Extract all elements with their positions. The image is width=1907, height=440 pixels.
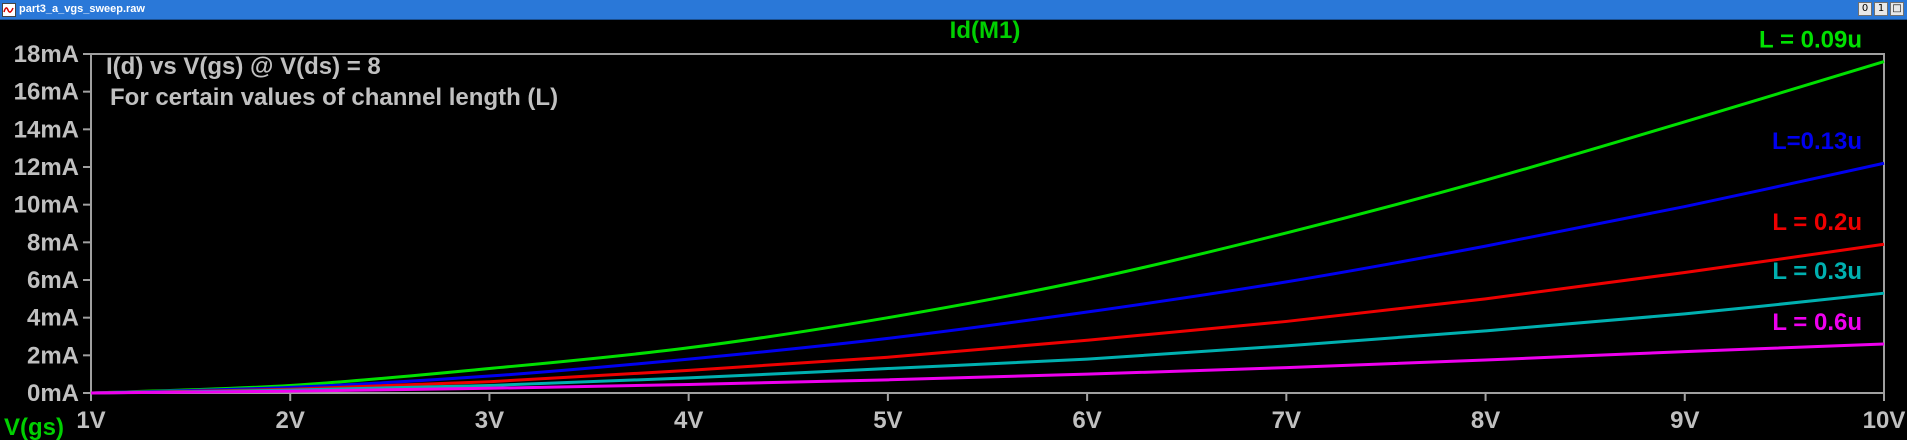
y-tick-label: 4mA [27, 305, 79, 332]
maximize-button[interactable]: □ [1890, 2, 1904, 16]
minimize-button[interactable]: 0 [1858, 2, 1872, 16]
x-tick-label: 2V [276, 407, 305, 434]
plot-frame [90, 53, 1885, 394]
y-tick-label: 18mA [14, 41, 79, 68]
window-controls: 0 1 □ [1858, 2, 1904, 16]
y-tick-label: 14mA [14, 116, 79, 143]
x-tick-label: 1V [76, 407, 105, 434]
annotation-line-1: I(d) vs V(gs) @ V(ds) = 8 [106, 53, 381, 80]
y-tick-label: 8mA [27, 229, 79, 256]
x-tick-label: 5V [873, 407, 902, 434]
series-line [90, 342, 1885, 395]
series-label: L=0.13u [1772, 128, 1862, 155]
x-axis-label: V(gs) [4, 414, 64, 440]
series-label: L = 0.09u [1759, 27, 1862, 54]
x-tick-label: 7V [1272, 407, 1301, 434]
x-tick-label: 8V [1471, 407, 1500, 434]
series-lines [90, 60, 1885, 395]
series-label: L = 0.6u [1772, 309, 1862, 336]
y-tick-label: 6mA [27, 267, 79, 294]
x-tick-label: 4V [674, 407, 703, 434]
axes: 1V 2V 3V 4V 5V 6V 7V 8V 9V 10V 0mA 2mA 4mA 6mA 8mA 10mA… [14, 41, 1906, 434]
series-line [90, 161, 1885, 395]
series-label: L = 0.3u [1772, 258, 1862, 285]
series-labels: L = 0.09u L=0.13u L = 0.2u L = 0.3u L = 0.6u [1759, 27, 1862, 336]
restore-button[interactable]: 1 [1874, 2, 1888, 16]
series-line [90, 60, 1885, 395]
annotation-line-2: For certain values of channel length (L) [110, 84, 558, 111]
window-title: part3_a_vgs_sweep.raw [19, 3, 145, 15]
x-tick-label: 3V [475, 407, 504, 434]
series-line [90, 291, 1885, 395]
y-tick-label: 16mA [14, 79, 79, 106]
x-tick-label: 9V [1670, 407, 1699, 434]
series-label: L = 0.2u [1772, 209, 1862, 236]
series-line [90, 242, 1885, 395]
y-tick-label: 0mA [27, 380, 79, 407]
y-tick-label: 2mA [27, 342, 79, 369]
x-tick-label: 6V [1072, 407, 1101, 434]
waveform-app-icon [2, 3, 16, 17]
plot-background [0, 20, 1907, 440]
y-tick-label: 12mA [14, 154, 79, 181]
chart-title: Id(M1) [950, 20, 1021, 44]
plot-area: Id(M1) I(d) vs V(gs) @ V(ds) = 8 For cer… [0, 20, 1907, 440]
x-tick-label: 10V [1863, 407, 1906, 434]
y-tick-label: 10mA [14, 192, 79, 219]
window-titlebar: part3_a_vgs_sweep.raw 0 1 □ [0, 0, 1907, 20]
